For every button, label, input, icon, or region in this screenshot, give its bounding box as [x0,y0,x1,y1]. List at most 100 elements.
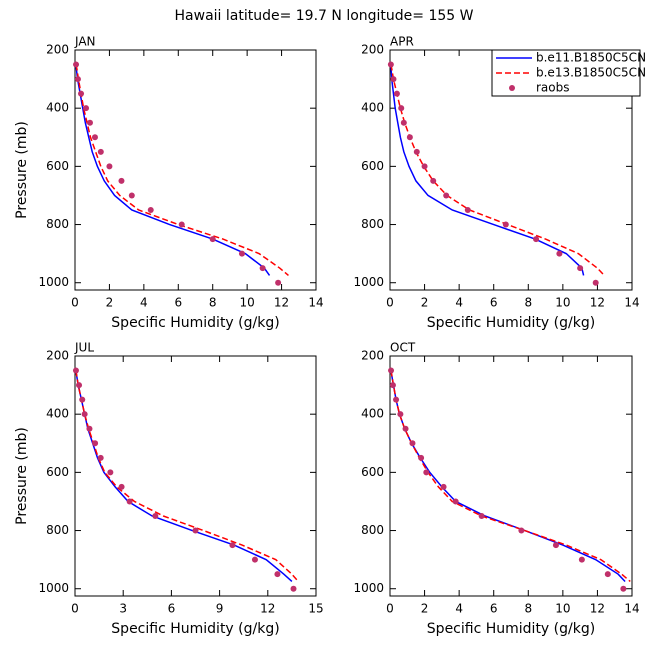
x-tick-label: 4 [455,296,463,310]
y-tick-label: 200 [361,43,384,57]
raob-point [128,192,135,199]
figure-title: Hawaii latitude= 19.7 N longitude= 155 W [175,8,474,24]
raob-point [533,236,540,243]
y-tick-label: 600 [46,159,69,173]
x-tick-label: 8 [524,296,532,310]
raob-point [290,585,297,592]
raob-point [440,483,447,490]
raob-point [452,498,459,505]
raob-point [502,221,509,228]
raob-point [275,279,282,286]
y-tick-label: 800 [361,217,384,231]
x-axis-label: Specific Humidity (g/kg) [427,315,595,331]
x-tick-label: 10 [555,296,570,310]
raob-point [83,105,90,112]
raob-point [118,177,125,184]
panel-title: JUL [74,341,94,355]
x-tick-label: 15 [308,602,323,616]
x-tick-label: 9 [216,602,224,616]
profile-line [75,370,299,582]
x-tick-label: 12 [274,296,289,310]
raob-point [402,425,409,432]
raob-point [97,454,104,461]
panel-title: JAN [74,35,96,49]
x-tick-label: 0 [71,296,79,310]
legend-label: b.e13.B1850C5CN [536,66,646,80]
raob-point [251,556,258,563]
raob-point [238,250,245,257]
raob-point [91,134,98,141]
raob-point [81,411,88,418]
raob-point [72,367,79,374]
x-tick-label: 6 [174,296,182,310]
y-tick-label: 800 [46,523,69,537]
raob-point [152,513,159,519]
x-tick-label: 3 [119,602,127,616]
raob-point [78,90,85,97]
raob-point [388,367,395,374]
x-tick-label: 8 [524,602,532,616]
raob-point [393,396,400,403]
raob-point [556,250,563,257]
raob-point [592,279,599,286]
raob-point [406,134,413,141]
raob-point [387,61,394,68]
x-tick-label: 6 [490,296,498,310]
y-tick-label: 600 [361,465,384,479]
raob-point [106,163,113,170]
x-tick-label: 14 [624,296,639,310]
legend-label: b.e11.B1850C5CN [536,51,646,65]
x-axis-label: Specific Humidity (g/kg) [111,621,279,637]
y-axis-label: Pressure (mb) [14,121,30,219]
raob-point [478,513,485,519]
x-tick-label: 2 [106,296,114,310]
raob-point [578,556,585,563]
raob-point [86,425,93,432]
raob-point [107,469,114,476]
raob-point [79,396,86,403]
y-tick-label: 600 [361,159,384,173]
y-tick-label: 400 [46,407,69,421]
x-tick-label: 4 [455,602,463,616]
x-tick-label: 6 [490,602,498,616]
y-tick-label: 1000 [353,581,384,595]
x-tick-label: 2 [421,602,429,616]
plot-frame [389,355,633,597]
raob-point [552,542,559,549]
raob-point [229,542,236,549]
raob-point [147,207,154,213]
profile-line [390,370,626,582]
raob-point [421,163,428,170]
x-axis-label: Specific Humidity (g/kg) [111,315,279,331]
raob-point [413,148,420,155]
y-axis-label: Pressure (mb) [14,427,30,525]
profile-line [390,64,605,276]
x-tick-label: 14 [308,296,323,310]
x-tick-label: 0 [386,602,394,616]
raob-point [464,207,471,213]
raob-point [192,527,199,534]
raob-point [398,105,405,112]
x-tick-label: 10 [240,296,255,310]
profile-line [75,64,289,277]
x-tick-label: 0 [71,602,79,616]
x-tick-label: 8 [209,296,217,310]
x-tick-label: 12 [590,296,605,310]
x-tick-label: 2 [421,296,429,310]
legend-label: raobs [536,81,570,95]
y-tick-label: 600 [46,465,69,479]
profile-line [390,370,631,583]
raob-point [274,571,281,578]
y-tick-label: 800 [46,217,69,231]
raob-point [577,265,584,272]
raob-point [518,527,525,534]
raob-point [259,265,266,272]
y-tick-label: 200 [46,349,69,363]
raob-point [97,148,104,155]
y-tick-label: 200 [46,43,69,57]
x-axis-label: Specific Humidity (g/kg) [427,621,595,637]
x-tick-label: 12 [590,602,605,616]
y-tick-label: 1000 [38,275,69,289]
y-tick-label: 400 [361,101,384,115]
